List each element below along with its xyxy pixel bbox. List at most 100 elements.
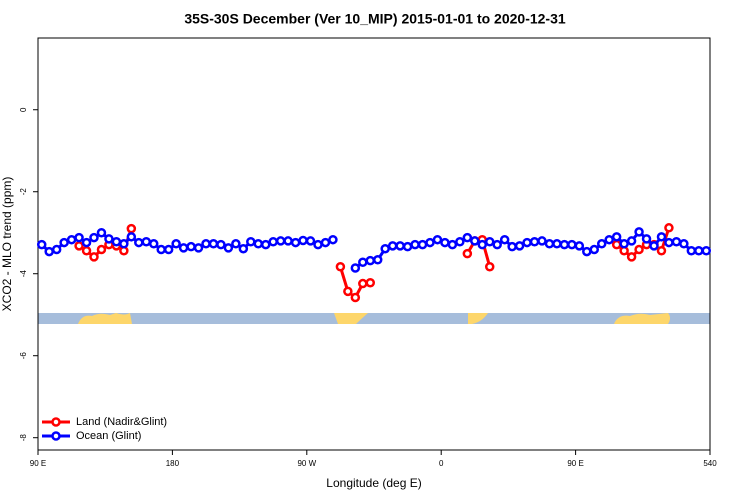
point — [268, 236, 278, 247]
legend-marker — [51, 431, 61, 441]
point — [529, 236, 540, 247]
point — [81, 246, 92, 256]
point — [350, 263, 361, 273]
point — [470, 236, 480, 246]
point — [320, 237, 331, 248]
point — [559, 239, 570, 250]
point — [305, 236, 316, 246]
point — [596, 239, 607, 249]
point — [141, 236, 152, 247]
legend-label: Ocean (Glint) — [76, 430, 141, 442]
point — [372, 255, 383, 265]
point — [656, 232, 667, 242]
point — [134, 237, 144, 248]
point — [425, 237, 435, 248]
point — [611, 232, 622, 242]
chart-title: 35S-30S December (Ver 10_MIP) 2015-01-01… — [184, 11, 566, 27]
point — [335, 262, 346, 272]
point — [328, 234, 338, 245]
point — [410, 239, 420, 250]
point — [208, 239, 219, 249]
point — [484, 236, 495, 247]
point — [44, 246, 54, 257]
point — [634, 244, 644, 255]
point — [36, 239, 47, 250]
point — [387, 241, 398, 251]
x-axis-label: Longitude (deg E) — [326, 476, 421, 490]
point — [275, 236, 286, 246]
legend-marker — [51, 417, 61, 427]
point — [417, 239, 428, 250]
point — [298, 235, 308, 246]
point — [611, 239, 622, 250]
point — [552, 239, 562, 249]
point — [350, 292, 361, 303]
point — [216, 239, 226, 250]
point — [126, 232, 137, 242]
point — [589, 244, 600, 255]
point — [358, 257, 368, 267]
point — [432, 234, 443, 245]
point — [66, 234, 77, 245]
land-patch — [78, 313, 132, 324]
point — [499, 234, 510, 245]
point — [171, 239, 181, 249]
point — [656, 246, 667, 256]
point — [231, 239, 241, 249]
x-tick-label: 0 — [439, 459, 444, 468]
y-tick-label: -4 — [19, 270, 28, 278]
land-patch — [334, 313, 368, 324]
point — [283, 236, 293, 246]
point — [664, 223, 674, 233]
point — [156, 244, 166, 255]
point — [201, 239, 211, 249]
point — [462, 248, 473, 259]
point — [74, 232, 84, 243]
point — [694, 246, 704, 256]
point — [664, 237, 674, 248]
point — [89, 232, 99, 243]
point — [507, 241, 517, 252]
point — [59, 237, 69, 248]
point — [74, 241, 84, 251]
point — [104, 234, 114, 244]
legend-label: Land (Nadir&Glint) — [76, 416, 167, 428]
point — [81, 237, 92, 248]
point — [365, 255, 376, 266]
point — [574, 241, 585, 251]
point — [626, 252, 637, 262]
point — [701, 246, 712, 256]
x-tick-label: 90 E — [567, 459, 583, 468]
point — [522, 237, 532, 248]
point — [447, 239, 458, 250]
point — [484, 262, 495, 272]
point — [290, 237, 301, 248]
point — [186, 241, 196, 252]
point — [148, 239, 159, 249]
x-tick-label: 90 E — [30, 459, 46, 468]
x-tick-label: 90 W — [297, 459, 316, 468]
point — [111, 236, 122, 247]
point — [358, 278, 368, 289]
point — [253, 239, 264, 249]
y-tick-label: -8 — [19, 434, 28, 442]
ocean-strip — [38, 313, 710, 324]
point — [313, 239, 323, 250]
y-axis-label: XCO2 - MLO trend (ppm) — [0, 177, 14, 312]
point — [163, 244, 174, 255]
x-tick-label: 540 — [703, 459, 717, 468]
point — [402, 241, 413, 252]
point — [544, 239, 555, 249]
point — [193, 243, 204, 253]
point — [238, 243, 249, 254]
point — [89, 252, 99, 262]
point — [455, 236, 465, 247]
x-tick-label: 180 — [166, 459, 180, 468]
point — [567, 239, 577, 250]
point — [492, 239, 502, 250]
point — [343, 286, 353, 297]
y-tick-label: 0 — [19, 107, 28, 112]
point — [260, 239, 271, 250]
land-patch — [614, 313, 670, 324]
